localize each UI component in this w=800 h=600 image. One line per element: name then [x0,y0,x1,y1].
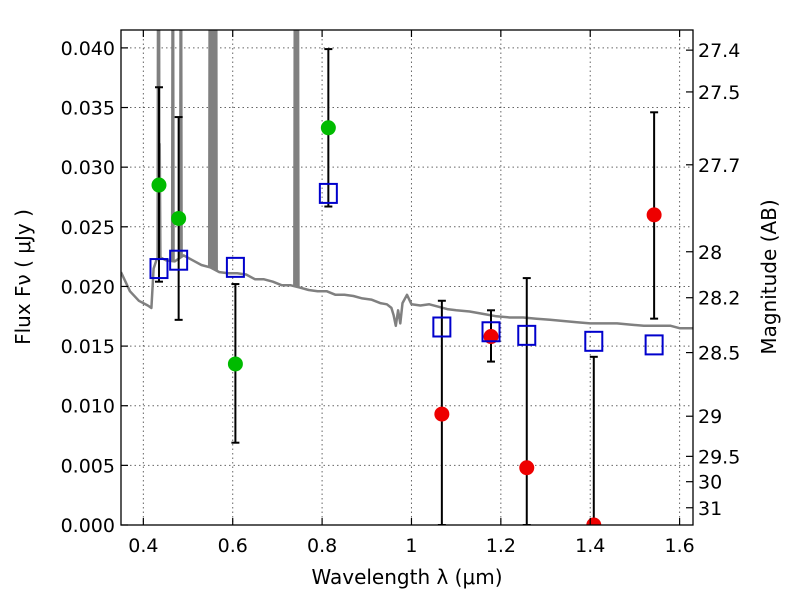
grid [121,30,693,526]
model-point [432,316,452,338]
right-tick-label: 28 [698,242,722,264]
x-tick-label: 0.4 [128,535,158,557]
right-tick-label: 29 [698,406,722,428]
plot-frame [120,29,694,526]
emission-line [295,30,300,288]
right-tick-label: 30 [698,472,722,494]
x-axis-title: Wavelength λ (μm) [311,565,502,589]
model-point [584,330,604,352]
model-point [169,249,189,271]
y-tick-label: 0.030 [61,157,115,179]
error-bars [154,48,659,525]
y-tick-label: 0.040 [61,38,115,60]
x-tick-label: 1.2 [486,535,516,557]
data-point [227,356,243,372]
model-point [644,334,664,356]
x-tick-label: 0.8 [307,535,337,557]
x-axis-ticks: 0.4 0.6 0.8 1 1.2 1.4 1.6 [128,30,695,557]
y-tick-label: 0.020 [61,276,115,298]
data-point [646,207,662,223]
right-tick-label: 28.2 [698,288,740,310]
y-tick-label: 0.035 [61,98,115,120]
x-tick-label: 1.6 [664,535,694,557]
right-tick-label: 27.5 [698,82,740,104]
model-point [318,182,338,204]
right-axis-ticks: 27.4 27.5 27.7 28 28.2 28.5 29 29.5 30 31 [686,40,740,520]
model-spectrum-line [121,254,693,330]
x-tick-label: 1 [405,535,417,557]
emission-line [178,30,183,258]
data-point [171,210,187,226]
model-point [481,321,501,343]
y-tick-label: 0.010 [61,396,115,418]
emission-line [293,30,298,287]
data-markers [149,120,664,525]
y-tick-label: 0.025 [61,217,115,239]
data-point [434,406,450,422]
right-tick-label: 27.4 [698,40,740,62]
model-point [149,258,169,280]
model-point [517,324,537,346]
y-tick-label: 0.005 [61,455,115,477]
x-tick-label: 1.4 [575,535,605,557]
right-tick-label: 27.7 [698,155,740,177]
right-axis-title: Magnitude (AB) [757,199,781,354]
y-tick-label: 0.000 [61,515,115,537]
y-axis-ticks: 0.000 0.005 0.010 0.015 0.020 0.025 0.030 0.035… [61,38,128,537]
data-point [151,177,167,193]
right-tick-label: 31 [698,498,722,520]
x-tick-label: 0.6 [218,535,248,557]
y-tick-label: 0.015 [61,336,115,358]
y-axis-title: Flux Fν ( μJy ) [11,209,35,345]
emission-line [213,30,218,271]
data-point [519,460,535,476]
emission-line [170,30,175,262]
data-point [320,120,336,136]
right-tick-label: 29.5 [698,446,740,468]
right-tick-label: 28.5 [698,343,740,365]
model-point [225,256,245,278]
emission-line [209,30,214,269]
